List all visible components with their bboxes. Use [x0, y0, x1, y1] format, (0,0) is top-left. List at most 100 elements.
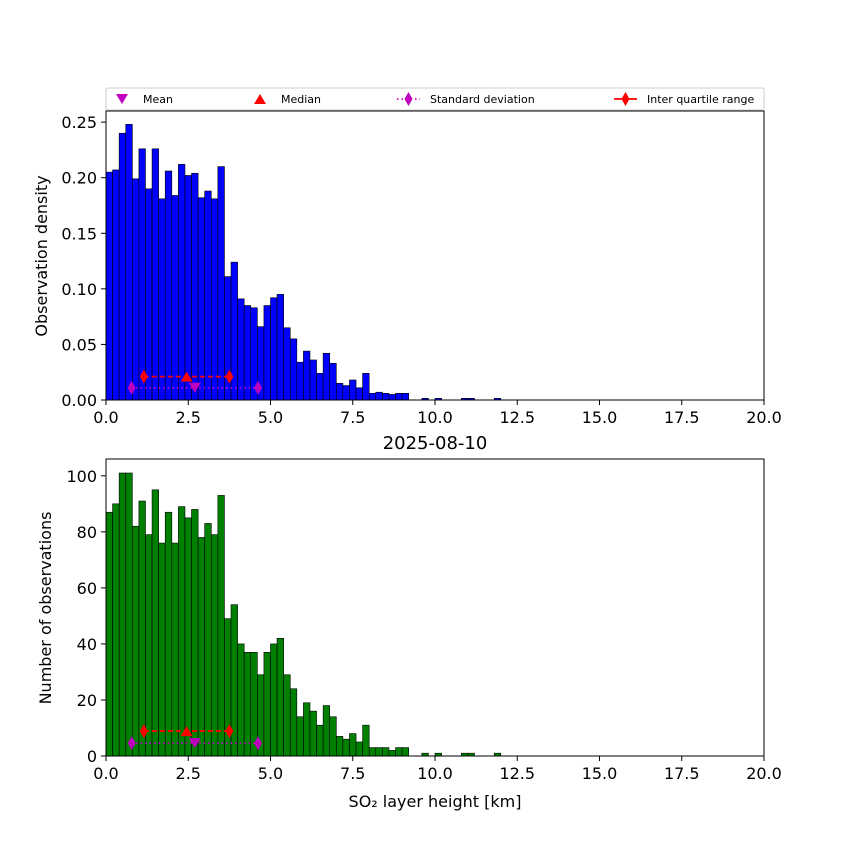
count-chart-title: 2025-08-10: [383, 433, 488, 454]
density-iqr-low-marker: [139, 369, 148, 384]
density-bars: [105, 124, 502, 401]
count-x-tick-label: 15.0: [582, 764, 618, 783]
legend-entry-median: Median: [254, 93, 321, 106]
count-median-marker: [180, 726, 193, 737]
density-bar: [118, 132, 127, 401]
legend-label-median: Median: [281, 93, 321, 106]
count-bar: [105, 511, 113, 757]
count-x-tick-label: 17.5: [664, 764, 700, 783]
legend-frame: [105, 87, 765, 111]
legend-label-iqr: Inter quartile range: [647, 93, 754, 106]
count-bar: [362, 724, 370, 757]
density-bar: [289, 338, 298, 401]
density-bar: [132, 178, 140, 401]
density-bar: [362, 373, 370, 401]
count-x-tick-label: 0.0: [93, 764, 118, 783]
density-y-tick-label: 0.10: [61, 280, 97, 299]
count-y-tick-label: 100: [66, 467, 97, 486]
density-bar: [263, 305, 271, 401]
count-bar: [401, 747, 409, 757]
density-y-tick-label: 0.20: [61, 169, 97, 188]
density-x-tick-label: 5.0: [258, 408, 283, 427]
count-bar: [217, 495, 225, 757]
density-y-tick-label: 0.05: [61, 335, 97, 354]
legend-label-std: Standard deviation: [430, 93, 535, 106]
count-y-tick-label: 0: [87, 747, 97, 766]
density-x-tick-label: 20.0: [746, 408, 782, 427]
density-median-marker: [180, 371, 193, 382]
count-bar: [237, 643, 245, 757]
density-bar: [178, 164, 186, 401]
density-x-axis-ticks: 0.0 2.5 5.0 7.5 10.0 12.5 15.0 17.5 20.0: [93, 400, 782, 427]
density-bar: [388, 394, 396, 401]
count-mean-marker: [188, 738, 201, 749]
density-bar: [270, 297, 278, 401]
count-bar: [191, 509, 199, 757]
count-bar: [164, 511, 173, 757]
density-x-tick-label: 12.5: [499, 408, 535, 427]
density-bar: [158, 198, 166, 401]
density-bar: [283, 327, 291, 401]
density-mean-marker: [188, 382, 201, 393]
density-std-low-marker: [127, 380, 136, 395]
density-bar: [322, 353, 331, 401]
count-bar: [283, 674, 291, 757]
count-bar: [355, 741, 363, 757]
count-bar: [151, 489, 159, 757]
density-bar: [342, 385, 350, 401]
count-bar: [263, 652, 271, 757]
count-y-tick-label: 40: [77, 635, 97, 654]
count-bar: [382, 747, 390, 757]
density-bar: [355, 387, 363, 401]
median-marker-icon: [254, 94, 266, 104]
density-bar: [171, 195, 179, 401]
count-x-axis-label: SO₂ layer height [km]: [349, 792, 522, 811]
density-y-tick-label: 0.25: [61, 113, 97, 132]
count-x-tick-label: 12.5: [499, 764, 535, 783]
count-bar: [112, 503, 120, 757]
density-bar: [303, 350, 311, 401]
density-bar: [382, 393, 390, 401]
count-iqr-low-marker: [139, 724, 148, 739]
count-bar: [303, 702, 311, 757]
density-bar: [217, 166, 225, 401]
count-summary-statistics: [127, 724, 262, 751]
count-x-tick-label: 5.0: [258, 764, 283, 783]
density-x-tick-label: 17.5: [664, 408, 700, 427]
count-x-tick-label: 7.5: [340, 764, 365, 783]
count-bar: [125, 472, 133, 757]
count-bar: [184, 517, 192, 757]
count-x-tick-label: 20.0: [746, 764, 782, 783]
count-y-axis-label: Number of observations: [36, 512, 55, 705]
count-y-tick-label: 80: [77, 523, 97, 542]
legend: Mean Median Standard deviation Inter qua…: [105, 87, 765, 111]
legend-label-mean: Mean: [143, 93, 173, 106]
density-x-tick-label: 0.0: [93, 408, 118, 427]
mean-marker-icon: [116, 94, 128, 104]
count-x-tick-label: 10.0: [417, 764, 453, 783]
density-bar: [375, 391, 383, 401]
count-bar: [296, 716, 304, 757]
count-bar: [171, 542, 179, 757]
count-y-axis-ticks: 0 20 40 60 80 100: [66, 467, 106, 766]
density-iqr-high-marker: [225, 369, 234, 384]
density-y-axis-label: Observation density: [32, 175, 51, 336]
density-bar: [329, 363, 337, 401]
count-std-low-marker: [127, 736, 136, 751]
count-bar: [329, 716, 337, 757]
count-bar: [132, 525, 140, 757]
density-bar: [230, 261, 238, 401]
count-bar: [375, 747, 383, 757]
density-x-tick-label: 2.5: [176, 408, 201, 427]
count-bar: [270, 643, 278, 757]
count-bar: [197, 537, 205, 757]
density-bar: [112, 169, 120, 401]
count-y-tick-label: 20: [77, 691, 97, 710]
legend-entry-mean: Mean: [116, 93, 173, 106]
density-bar: [395, 393, 403, 401]
density-bar: [309, 359, 317, 401]
density-bar: [151, 148, 159, 401]
density-bar: [164, 170, 173, 401]
density-bar: [368, 393, 377, 401]
density-bar: [204, 190, 212, 401]
